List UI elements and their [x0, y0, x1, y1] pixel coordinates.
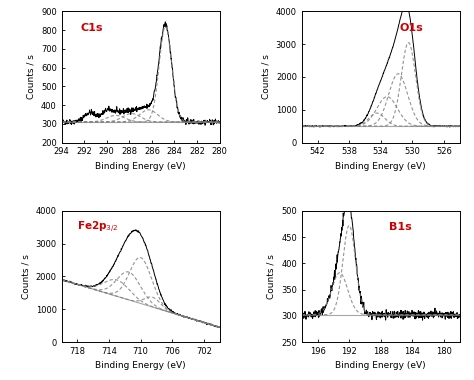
X-axis label: Binding Energy (eV): Binding Energy (eV)	[336, 361, 426, 370]
Text: B1s: B1s	[389, 222, 411, 233]
Text: C1s: C1s	[81, 23, 103, 33]
X-axis label: Binding Energy (eV): Binding Energy (eV)	[95, 162, 186, 171]
Text: Fe2p$_{3/2}$: Fe2p$_{3/2}$	[77, 220, 119, 235]
Text: O1s: O1s	[400, 23, 423, 33]
X-axis label: Binding Energy (eV): Binding Energy (eV)	[336, 162, 426, 171]
Y-axis label: Counts / s: Counts / s	[266, 254, 275, 299]
Y-axis label: Counts / s: Counts / s	[21, 254, 30, 299]
X-axis label: Binding Energy (eV): Binding Energy (eV)	[95, 361, 186, 370]
Y-axis label: Counts / s: Counts / s	[27, 55, 36, 100]
Y-axis label: Counts / s: Counts / s	[261, 55, 270, 100]
